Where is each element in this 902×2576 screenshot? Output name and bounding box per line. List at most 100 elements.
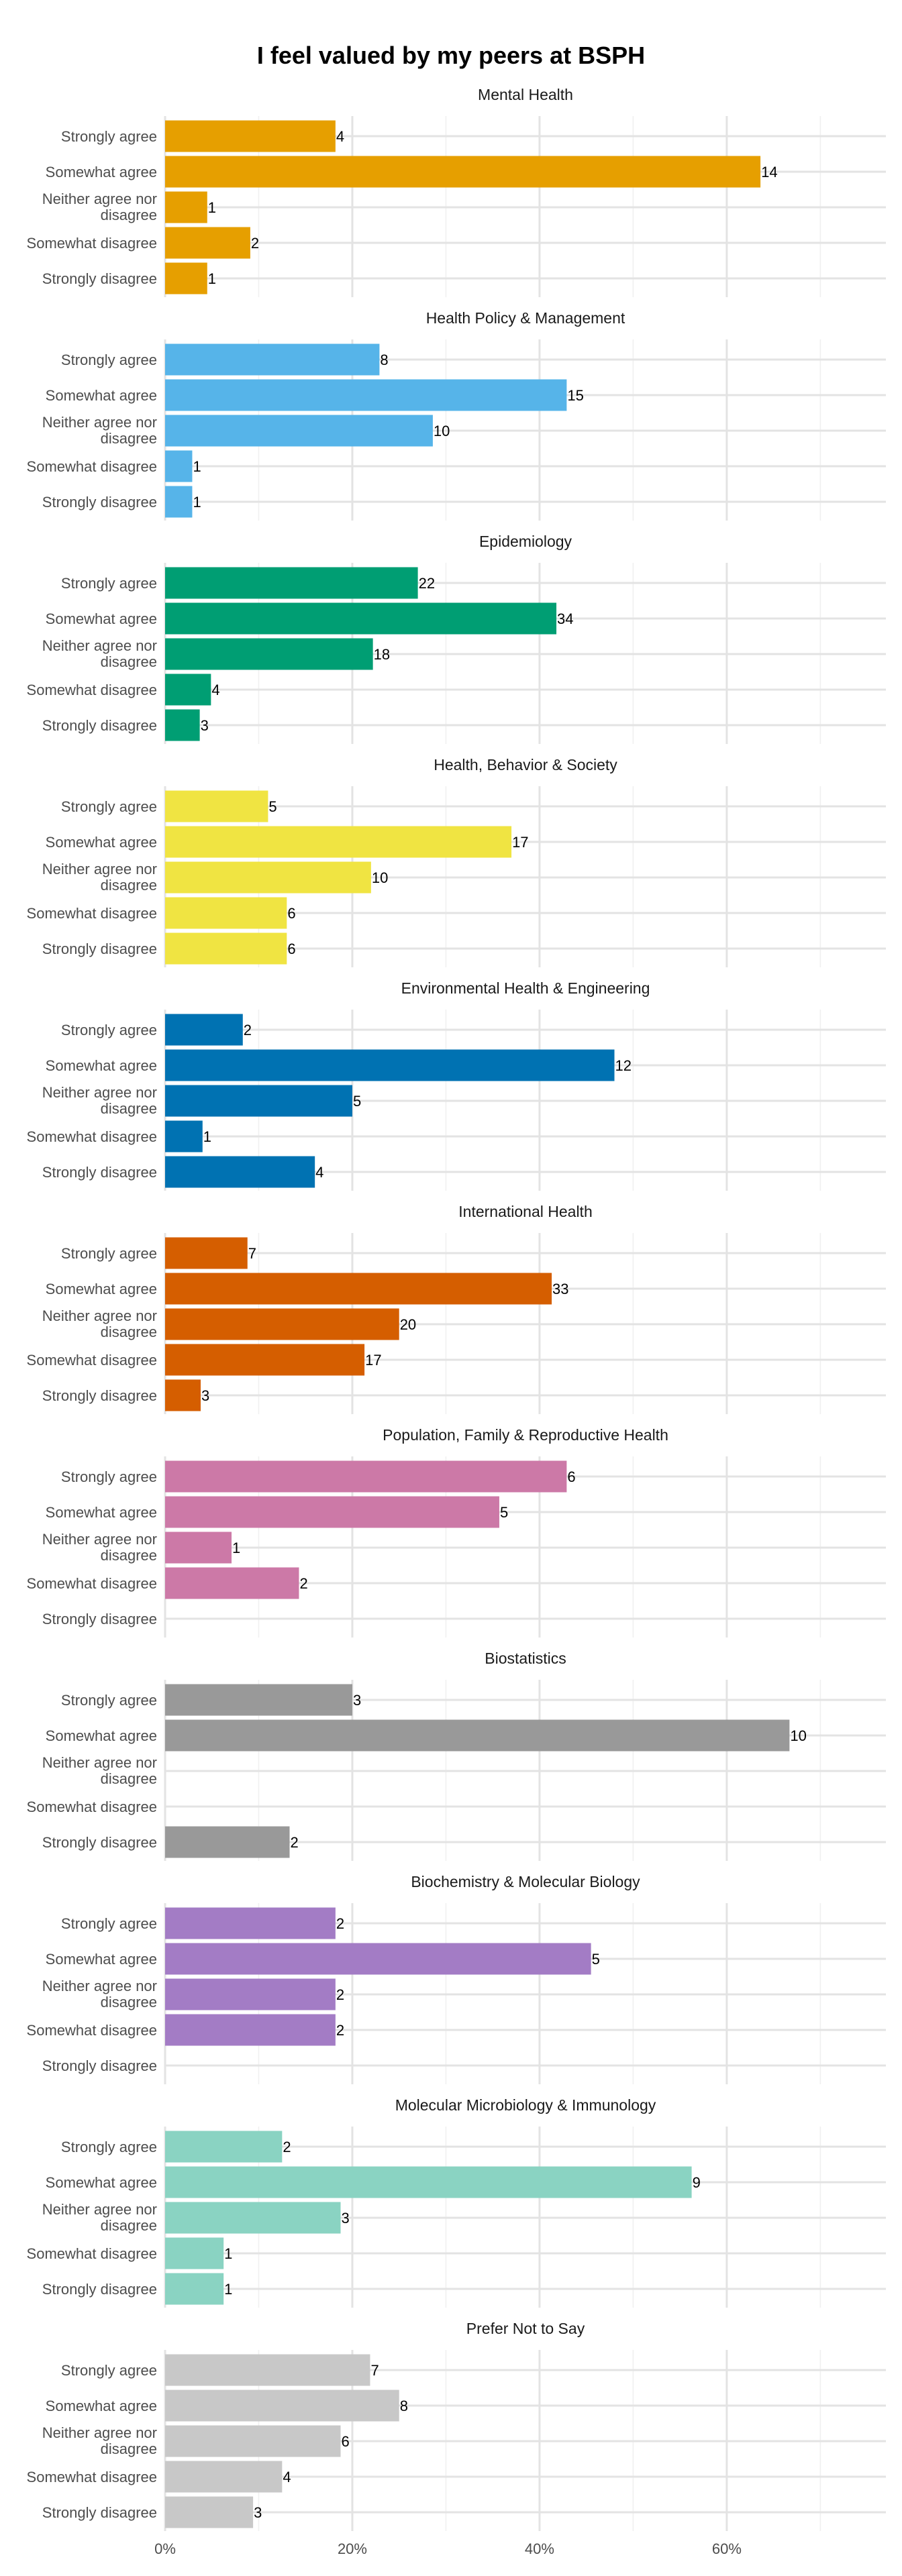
category-label: disagree [101, 1994, 157, 2010]
bar [165, 790, 268, 822]
panel-title: Health, Behavior & Society [434, 756, 617, 773]
bar [165, 1826, 290, 1858]
panel-title: Environmental Health & Engineering [401, 979, 650, 997]
bar-value-label: 5 [353, 1093, 361, 1110]
bar-value-label: 34 [557, 610, 573, 627]
bar-value-label: 6 [287, 941, 295, 957]
category-label: Neither agree nor [42, 191, 157, 207]
category-label: Neither agree nor [42, 1754, 157, 1771]
category-label: Strongly agree [61, 2139, 157, 2155]
bar-value-label: 5 [500, 1504, 508, 1521]
bar-value-label: 7 [370, 2362, 379, 2379]
x-tick-label: 40% [525, 2540, 554, 2557]
bar [165, 227, 250, 259]
category-label: Neither agree nor [42, 861, 157, 877]
bar [165, 1460, 567, 1493]
bar [165, 379, 567, 411]
category-label: Somewhat disagree [27, 2245, 157, 2262]
category-label: Strongly agree [61, 1915, 157, 1932]
bar [165, 1156, 315, 1188]
chart-title: I feel valued by my peers at BSPH [256, 42, 646, 69]
category-label: Strongly disagree [42, 2281, 157, 2298]
category-label: Strongly disagree [42, 494, 157, 511]
bar-value-label: 20 [400, 1316, 416, 1333]
bar [165, 638, 373, 670]
bar [165, 343, 380, 376]
bar-value-label: 2 [244, 1022, 252, 1038]
bar-value-label: 1 [193, 494, 201, 511]
category-label: Strongly disagree [42, 1164, 157, 1181]
bar [165, 1907, 336, 1939]
bar [165, 1496, 499, 1528]
bar-value-label: 10 [790, 1727, 806, 1744]
bar [165, 1379, 201, 1411]
bar [165, 567, 418, 599]
category-label: Neither agree nor [42, 1084, 157, 1101]
panel-title: Population, Family & Reproductive Health [383, 1426, 668, 1444]
category-label: disagree [101, 653, 157, 670]
bar-value-label: 2 [336, 1986, 344, 2003]
bar-value-label: 10 [372, 869, 388, 886]
bar-value-label: 22 [419, 575, 435, 592]
category-label: Somewhat disagree [27, 1799, 157, 1815]
category-label: Somewhat disagree [27, 905, 157, 922]
category-label: Somewhat agree [46, 2398, 157, 2414]
bar-value-label: 7 [248, 1245, 256, 1262]
bar-value-label: 3 [254, 2504, 262, 2521]
bar [165, 932, 287, 965]
bar-value-label: 1 [193, 458, 201, 475]
category-label: Neither agree nor [42, 2201, 157, 2218]
category-label: Somewhat agree [46, 610, 157, 627]
category-label: Somewhat disagree [27, 1575, 157, 1592]
bar [165, 2014, 336, 2046]
bar-value-label: 1 [203, 1128, 211, 1145]
category-label: Strongly disagree [42, 941, 157, 957]
category-label: disagree [101, 2440, 157, 2457]
bar [165, 2202, 341, 2234]
bar-value-label: 2 [291, 1834, 299, 1851]
category-label: Somewhat agree [46, 1504, 157, 1521]
bar [165, 156, 761, 188]
bar-value-label: 2 [251, 235, 259, 252]
category-label: disagree [101, 877, 157, 894]
bar [165, 1014, 243, 1046]
bar-value-label: 6 [342, 2433, 350, 2450]
bar [165, 2496, 254, 2528]
bar [165, 826, 512, 858]
panel-title: Biochemistry & Molecular Biology [411, 1873, 640, 1890]
bar-value-label: 4 [315, 1164, 323, 1181]
bar [165, 486, 193, 518]
category-label: Somewhat disagree [27, 2022, 157, 2039]
bar [165, 2166, 692, 2198]
bar [165, 861, 371, 894]
bar [165, 1567, 299, 1599]
bar-value-label: 17 [365, 1352, 381, 1368]
bar-value-label: 3 [201, 1387, 209, 1404]
bar-value-label: 1 [224, 2281, 232, 2298]
bar-value-label: 18 [374, 646, 390, 663]
bar-value-label: 8 [380, 352, 388, 368]
panel-title: Epidemiology [479, 533, 572, 550]
bar-value-label: 14 [761, 164, 777, 180]
category-label: Neither agree nor [42, 1307, 157, 1324]
category-label: Neither agree nor [42, 1978, 157, 1994]
bar [165, 1237, 248, 1269]
bar [165, 1344, 365, 1376]
bar [165, 1943, 591, 1975]
category-label: Strongly agree [61, 1022, 157, 1038]
bar-value-label: 2 [336, 1915, 344, 1932]
bar [165, 1273, 552, 1305]
bar [165, 2237, 224, 2269]
category-label: Strongly disagree [42, 717, 157, 734]
category-label: Somewhat disagree [27, 235, 157, 252]
bar-value-label: 2 [336, 2022, 344, 2039]
bar-value-label: 5 [592, 1951, 600, 1968]
bar-value-label: 33 [552, 1281, 568, 1297]
x-tick-label: 0% [154, 2540, 176, 2557]
bar [165, 262, 207, 294]
category-label: Somewhat disagree [27, 682, 157, 698]
bar [165, 1120, 203, 1152]
bar-value-label: 4 [336, 128, 344, 145]
x-tick-label: 60% [712, 2540, 742, 2557]
